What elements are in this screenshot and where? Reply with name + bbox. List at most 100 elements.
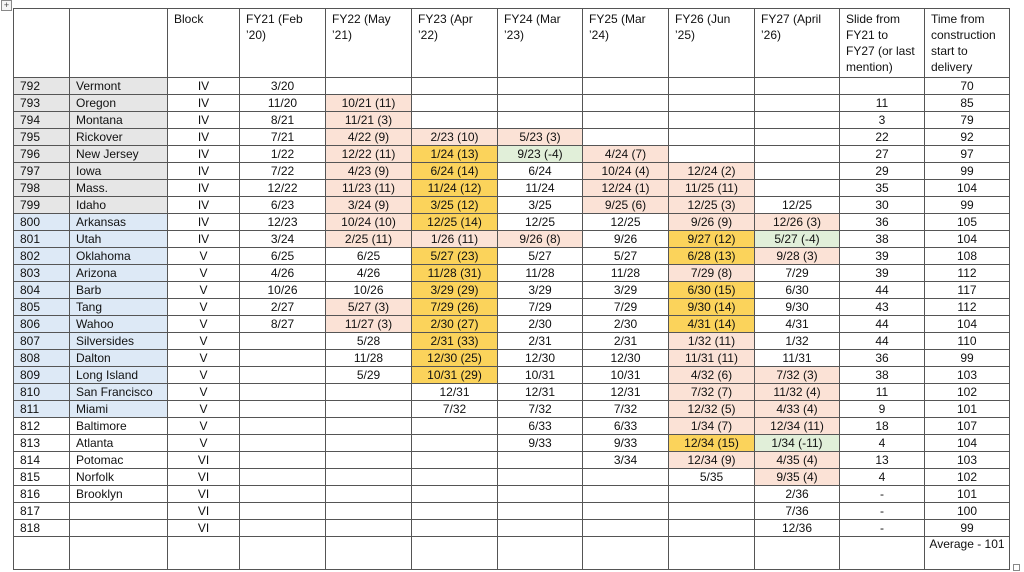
cell-fy26: 5/35: [668, 468, 755, 486]
table-row: 794 Montana IV 8/21 11/21 (3) 3 79: [13, 111, 1010, 129]
cell-block: IV: [167, 179, 240, 197]
cell-hull: 811: [13, 400, 70, 418]
cell-name: [69, 519, 168, 537]
cell-fy24: [497, 451, 583, 469]
cell-name: Potomac: [69, 451, 168, 469]
cell-fy27: [754, 94, 840, 112]
cell-hull: 815: [13, 468, 70, 486]
cell-fy21: [239, 366, 326, 384]
cell-fy24: 3/25: [497, 196, 583, 214]
cell-fy24: 5/27: [497, 247, 583, 265]
cell-fy22: [325, 400, 412, 418]
cell-slide: 27: [839, 145, 925, 163]
cell-fy22: [325, 451, 412, 469]
table-row: 808 Dalton V 11/28 12/30 (25) 12/30 12/30 11/31…: [13, 349, 1010, 367]
cell-fy24: [497, 111, 583, 129]
cell-fy27: [754, 111, 840, 129]
cell-fy25: 12/31: [582, 383, 669, 401]
cell-fy22: 5/28: [325, 332, 412, 350]
cell-fy23: 7/32: [411, 400, 498, 418]
cell-hull: 817: [13, 502, 70, 520]
cell-name: San Francisco: [69, 383, 168, 401]
cell-fy25: [582, 111, 669, 129]
cell-slide: 38: [839, 230, 925, 248]
cell-slide: 44: [839, 315, 925, 333]
header-fy27: FY27 (April ’26): [754, 8, 840, 78]
header-fy23: FY23 (Apr ’22): [411, 8, 498, 78]
cell-fy21: 3/20: [239, 77, 326, 95]
cell-slide: 43: [839, 298, 925, 316]
cell-fy25: 7/29: [582, 298, 669, 316]
table-row: 813 Atlanta V 9/33 9/33 12/34 (15) 1/34 (-11) 4…: [13, 434, 1010, 452]
cell-fy22: 4/22 (9): [325, 128, 412, 146]
cell-slide: 44: [839, 281, 925, 299]
cell-time: 99: [924, 519, 1010, 537]
table-row: 798 Mass. IV 12/22 11/23 (11) 11/24 (12) 11/24…: [13, 179, 1010, 197]
table-row: 810 San Francisco V 12/31 12/31 12/31 7/32 (7)…: [13, 383, 1010, 401]
cell-fy21: [239, 349, 326, 367]
cell-fy27: 12/34 (11): [754, 417, 840, 435]
cell-hull: 808: [13, 349, 70, 367]
cell-slide: 11: [839, 383, 925, 401]
cell-fy21: [239, 383, 326, 401]
cell-fy25: 11/28: [582, 264, 669, 282]
cell-time: 110: [924, 332, 1010, 350]
table-row: 803 Arizona V 4/26 4/26 11/28 (31) 11/28 11/28 7…: [13, 264, 1010, 282]
cell-fy21: 2/27: [239, 298, 326, 316]
submarine-delivery-schedule-table: Block FY21 (Feb ’20) FY22 (May ’21) FY23…: [13, 8, 1010, 570]
cell-fy23: [411, 485, 498, 503]
cell-fy21: [239, 434, 326, 452]
cell-hull: 800: [13, 213, 70, 231]
cell-fy22: [325, 77, 412, 95]
cell-slide: 38: [839, 366, 925, 384]
table-resize-handle-icon[interactable]: [1013, 564, 1020, 571]
cell-fy25: 10/24 (4): [582, 162, 669, 180]
cell-block: IV: [167, 77, 240, 95]
cell-fy21: 6/23: [239, 196, 326, 214]
cell-slide: -: [839, 519, 925, 537]
header-name: [69, 8, 168, 78]
cell-fy25: 10/31: [582, 366, 669, 384]
cell-slide: 22: [839, 128, 925, 146]
cell-block: V: [167, 264, 240, 282]
cell-hull: 803: [13, 264, 70, 282]
header-time: Time from construction start to delivery: [924, 8, 1010, 78]
cell-block: V: [167, 434, 240, 452]
cell-fy27: 9/35 (4): [754, 468, 840, 486]
cell-fy21: 8/21: [239, 111, 326, 129]
cell-fy21: 3/24: [239, 230, 326, 248]
table-move-handle-icon[interactable]: +: [1, 0, 12, 11]
cell-slide: 29: [839, 162, 925, 180]
cell-fy26: 1/34 (7): [668, 417, 755, 435]
cell-fy24: 12/30: [497, 349, 583, 367]
cell-name: Rickover: [69, 128, 168, 146]
cell-hull: 813: [13, 434, 70, 452]
footer-cell: [167, 536, 240, 570]
table-row: 807 Silversides V 5/28 2/31 (33) 2/31 2/31 1/32…: [13, 332, 1010, 350]
cell-fy21: [239, 332, 326, 350]
cell-time: 99: [924, 162, 1010, 180]
cell-fy27: [754, 162, 840, 180]
cell-slide: -: [839, 485, 925, 503]
cell-fy23: 3/25 (12): [411, 196, 498, 214]
cell-block: IV: [167, 230, 240, 248]
cell-fy22: 10/21 (11): [325, 94, 412, 112]
cell-fy24: 6/24: [497, 162, 583, 180]
cell-name: Barb: [69, 281, 168, 299]
cell-fy27: 4/31: [754, 315, 840, 333]
cell-name: [69, 502, 168, 520]
cell-fy21: [239, 502, 326, 520]
cell-time: 112: [924, 298, 1010, 316]
cell-fy27: 6/30: [754, 281, 840, 299]
cell-fy24: 6/33: [497, 417, 583, 435]
cell-fy21: 6/25: [239, 247, 326, 265]
cell-fy27: 4/33 (4): [754, 400, 840, 418]
header-row: Block FY21 (Feb ’20) FY22 (May ’21) FY23…: [13, 8, 1010, 78]
cell-fy26: 4/32 (6): [668, 366, 755, 384]
cell-block: IV: [167, 145, 240, 163]
cell-block: VI: [167, 468, 240, 486]
cell-name: Wahoo: [69, 315, 168, 333]
cell-block: V: [167, 281, 240, 299]
cell-fy23: [411, 519, 498, 537]
cell-slide: 9: [839, 400, 925, 418]
